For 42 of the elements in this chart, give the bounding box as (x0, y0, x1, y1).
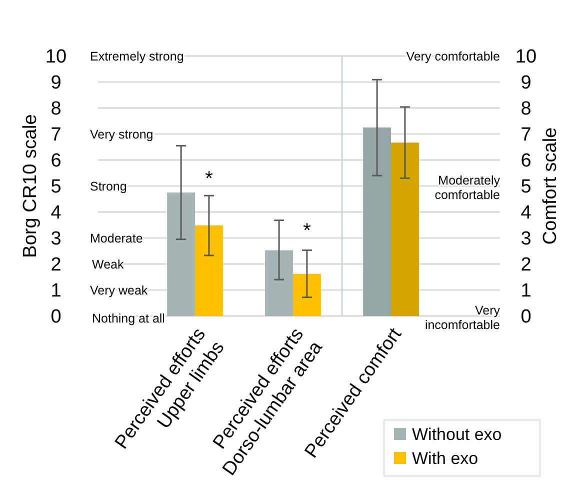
y2-tick-label: 9 (520, 72, 532, 94)
y2-axis-title: Comfort scale (540, 127, 561, 245)
y2-tick-label: 7 (520, 124, 532, 146)
annotation: Extremely strong (90, 49, 184, 64)
annotation: Nothing at all (92, 311, 165, 326)
annotation: Very incomfortable (424, 303, 501, 332)
y-tick-label: 6 (50, 150, 62, 172)
annotation: Moderately comfortable (434, 173, 501, 202)
annotation: Weak (92, 257, 124, 272)
y2-tick-label: 4 (520, 202, 532, 224)
annotation: Moderate (90, 231, 143, 246)
y-tick-label: 1 (50, 280, 62, 302)
y2-tick-label: 3 (520, 228, 532, 250)
y2-tick-label: 6 (520, 150, 532, 172)
y2-tick-label: 10 (515, 46, 537, 68)
annotation: * (205, 168, 214, 190)
annotation: Very comfortable (406, 49, 500, 64)
y-tick-label: 3 (50, 228, 62, 250)
y2-tick-label: 2 (520, 254, 532, 276)
y2-tick-label: 5 (520, 176, 532, 198)
y-tick-label: 0 (50, 306, 62, 328)
y-tick-label: 4 (50, 202, 62, 224)
bar (167, 192, 195, 316)
y2-tick-label: 0 (520, 306, 532, 328)
y-tick-label: 2 (50, 254, 62, 276)
y-tick-label: 10 (45, 46, 67, 68)
annotation: Very strong (90, 127, 154, 142)
y2-tick-label: 8 (520, 98, 532, 120)
y2-tick-label: 1 (520, 280, 532, 302)
y-axis-title: Borg CR10 scale (20, 114, 41, 258)
legend-label: With exo (412, 448, 478, 468)
bar (195, 225, 223, 316)
annotation: Very weak (90, 283, 148, 298)
bar (265, 250, 293, 316)
bar (293, 274, 321, 316)
y-tick-label: 9 (50, 72, 62, 94)
annotation: * (303, 220, 312, 242)
y-tick-label: 5 (50, 176, 62, 198)
annotation: Strong (90, 179, 127, 194)
legend-label: Without exo (412, 424, 502, 444)
y-tick-label: 7 (50, 124, 62, 146)
y-tick-label: 8 (50, 98, 62, 120)
